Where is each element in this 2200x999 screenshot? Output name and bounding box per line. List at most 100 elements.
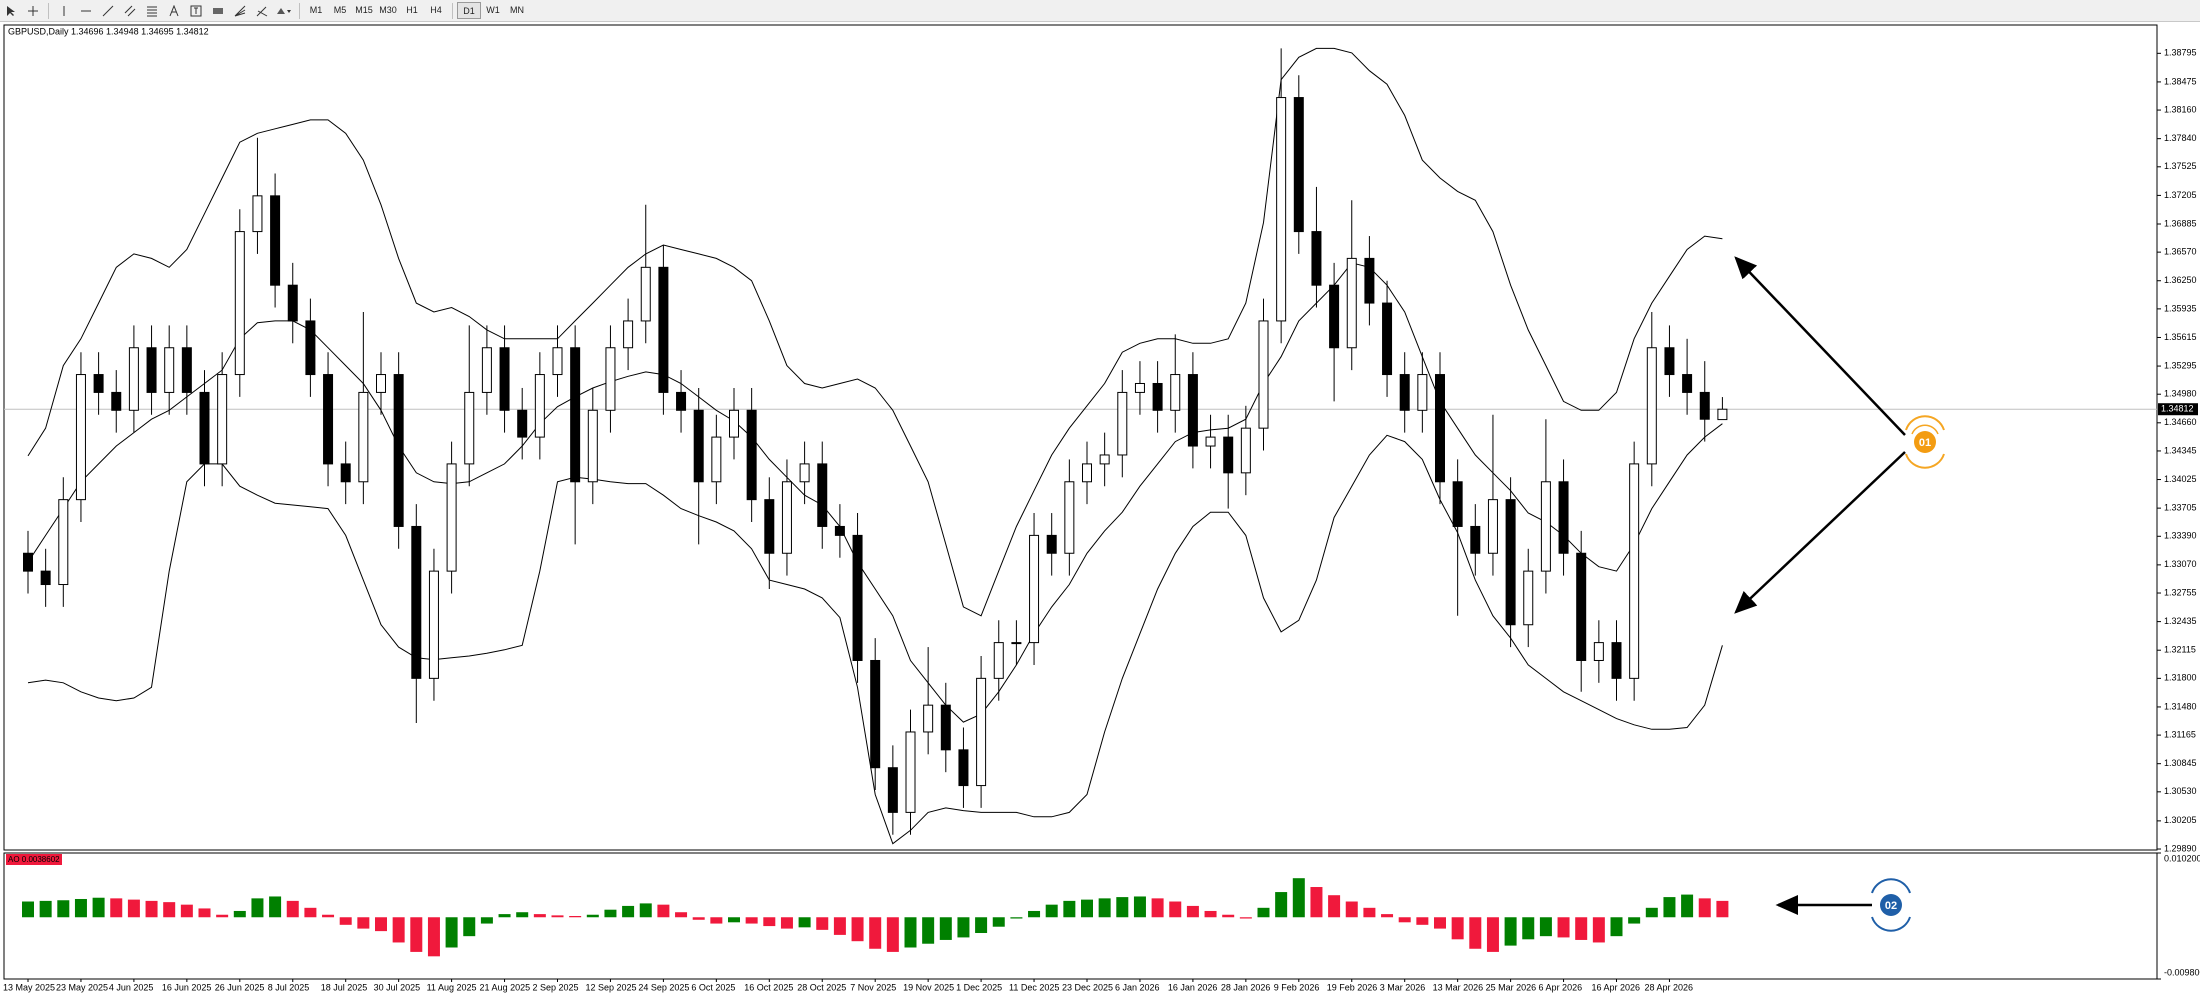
ao-bar [833, 917, 846, 935]
ao-bar [1681, 894, 1694, 918]
ao-bar [1222, 914, 1235, 918]
ao-bar [57, 900, 70, 918]
y-tick-label: 1.34980 [2164, 389, 2197, 399]
ao-bar [728, 917, 740, 923]
y-tick-label: 1.38795 [2164, 48, 2197, 58]
vline-tool[interactable] [53, 2, 75, 20]
candle-body [1505, 499, 1516, 626]
x-tick-label: 24 Sep 2025 [638, 982, 689, 992]
ao-bar [816, 917, 829, 930]
main-panel [3, 24, 2158, 851]
y-tick-label: 1.36885 [2164, 218, 2197, 228]
x-tick-label: 28 Oct 2025 [797, 982, 846, 992]
text-tool[interactable] [163, 2, 185, 20]
candle-body [1223, 436, 1234, 474]
y-tick-label: 1.32115 [2164, 645, 2196, 655]
gann-tool[interactable] [229, 2, 251, 20]
candle-body [1311, 231, 1322, 286]
candle-body [199, 391, 210, 465]
y-tick-label: 1.33705 [2164, 503, 2197, 513]
ao-bar [357, 917, 370, 929]
x-tick-label: 8 Jul 2025 [268, 982, 310, 992]
ao-bar [1257, 907, 1270, 918]
rect-tool[interactable] [207, 2, 229, 20]
candle-body [428, 570, 439, 679]
candle-body [1276, 97, 1287, 322]
timeframe-button[interactable]: H4 [430, 5, 442, 15]
y-tick-label: 1.37525 [2164, 161, 2197, 171]
ao-bar [286, 900, 299, 918]
candle-body [393, 374, 404, 527]
ao-bar [1698, 898, 1711, 918]
y-tick-label: 1.36250 [2164, 275, 2197, 285]
timeframe-button[interactable]: M1 [309, 5, 323, 15]
ao-bar [1610, 917, 1623, 937]
shapes-tool[interactable] [273, 2, 295, 20]
candle-body [1717, 408, 1728, 421]
ao-bar [304, 907, 317, 918]
ao-bar [339, 917, 352, 925]
candle-body [1611, 642, 1622, 679]
candle-body [1170, 374, 1181, 411]
candle-body [711, 436, 722, 483]
candle-body [1682, 374, 1693, 393]
timeframe-button[interactable]: M15 [355, 5, 373, 15]
candle-body [764, 499, 775, 554]
arrows-tool[interactable] [251, 2, 273, 20]
ao-bar [39, 900, 52, 918]
timeframe-button[interactable]: D1 [457, 2, 481, 19]
ao-bar [1716, 900, 1729, 918]
channel-tool[interactable] [119, 2, 141, 20]
candle-body [1329, 284, 1340, 349]
ao-bar [957, 917, 970, 938]
separator [48, 2, 49, 19]
ao-bar [1645, 907, 1658, 918]
candle-body [781, 481, 792, 554]
candle-body [746, 409, 757, 501]
ao-bar [1116, 897, 1129, 918]
candle-body [1593, 642, 1604, 661]
ao-bar [533, 914, 546, 918]
hline-tool[interactable] [75, 2, 97, 20]
candle-body [993, 642, 1004, 679]
candle-body [640, 266, 651, 322]
x-tick-label: 1 Dec 2025 [956, 982, 1002, 992]
candle-body [552, 347, 563, 376]
annotation-arrow [1734, 256, 1906, 436]
candle-body [958, 749, 969, 787]
timeframe-button[interactable]: H1 [406, 5, 418, 15]
label-tool[interactable] [185, 2, 207, 20]
ao-title: AO 0.0038602 [8, 855, 60, 864]
y-tick-label: 1.31165 [2164, 729, 2196, 739]
ao-bar [74, 898, 87, 918]
trendline-tool[interactable] [97, 2, 119, 20]
timeframe-button[interactable]: M5 [333, 5, 347, 15]
candle-body [1258, 320, 1269, 429]
crosshair-tool[interactable] [22, 2, 44, 20]
ao-bar [939, 917, 952, 940]
ao-bar [745, 917, 758, 924]
annotation-label: 01 [1919, 437, 1931, 449]
timeframe-button[interactable]: MN [510, 5, 524, 15]
y-tick-label: 1.29890 [2164, 843, 2197, 853]
candle-body [976, 677, 987, 787]
toolbar: M1 M5 M15 M30 H1 H4 D1 W1 MN [0, 0, 2200, 22]
fibo-tool[interactable] [141, 2, 163, 20]
candle-body [164, 347, 175, 393]
bollinger-upper [27, 47, 1723, 617]
timeframe-button[interactable]: W1 [486, 5, 500, 15]
y-tick-label: 1.34345 [2164, 445, 2197, 455]
ao-bar [1504, 917, 1517, 946]
ao-bar [1522, 917, 1535, 940]
ao-panel [3, 852, 2158, 980]
x-tick-label: 28 Jan 2026 [1221, 982, 1271, 992]
candle-body [1187, 374, 1198, 447]
candle-body [464, 391, 475, 465]
y-tick-label: 1.37840 [2164, 133, 2197, 143]
ao-bar [216, 914, 229, 918]
ao-bar [1133, 896, 1146, 918]
cursor-tool[interactable] [0, 2, 22, 20]
timeframe-button[interactable]: M30 [379, 5, 397, 15]
candle-body [181, 347, 192, 393]
x-tick-label: 13 Mar 2026 [1433, 982, 1484, 992]
